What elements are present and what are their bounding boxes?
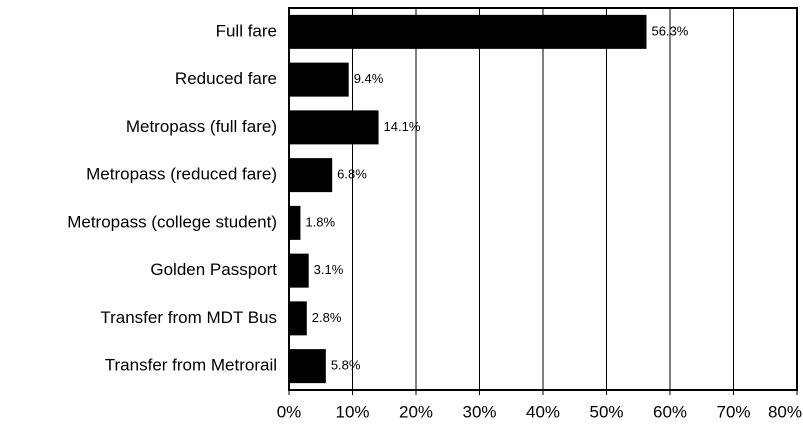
value-label: 14.1% — [384, 119, 421, 134]
x-tick-label: 20% — [399, 402, 433, 421]
value-label: 2.8% — [312, 310, 342, 325]
y-tick-label: Reduced fare — [175, 69, 277, 88]
x-tick-label: 50% — [589, 402, 623, 421]
y-tick-label: Full fare — [216, 21, 277, 40]
x-tick-label: 30% — [462, 402, 496, 421]
bar — [289, 14, 647, 49]
bar — [289, 110, 379, 145]
x-tick-label: 40% — [526, 402, 560, 421]
plot-frame — [288, 7, 798, 391]
value-label: 1.8% — [305, 214, 335, 229]
value-label: 5.8% — [331, 358, 361, 373]
value-label: 56.3% — [652, 23, 689, 38]
bar — [289, 205, 301, 240]
x-tick-label: 60% — [653, 402, 687, 421]
bar — [289, 301, 307, 336]
y-tick-label: Golden Passport — [150, 260, 277, 279]
x-tick-label: 0% — [277, 402, 302, 421]
y-tick-label: Metropass (full fare) — [126, 117, 277, 136]
x-tick-label: 80% — [768, 402, 802, 421]
x-tick-label: 70% — [716, 402, 750, 421]
y-tick-label: Transfer from Metrorail — [105, 356, 277, 375]
y-tick-label: Transfer from MDT Bus — [100, 308, 277, 327]
bar — [289, 62, 349, 97]
bar — [289, 349, 326, 384]
y-tick-label: Metropass (college student) — [67, 212, 277, 231]
bar — [289, 158, 333, 193]
value-label: 3.1% — [314, 262, 344, 277]
value-label: 6.8% — [337, 167, 367, 182]
bar — [289, 253, 309, 288]
value-label: 9.4% — [354, 71, 384, 86]
y-tick-label: Metropass (reduced fare) — [86, 165, 277, 184]
x-tick-label: 10% — [335, 402, 369, 421]
